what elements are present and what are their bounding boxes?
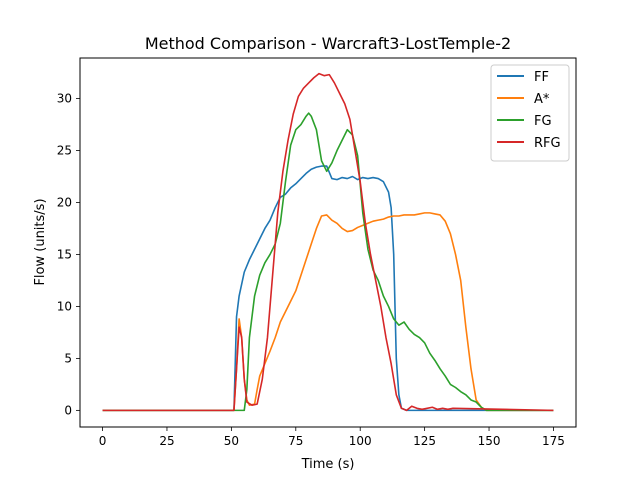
series-line-a-	[102, 212, 554, 412]
legend-label-fg: FG	[534, 114, 552, 129]
legend-box	[490, 64, 570, 162]
x-tick-label: 50	[224, 434, 239, 448]
x-axis-ticks: 0 25 50 75 100 125 150 175	[99, 427, 565, 448]
y-tick-label: 10	[57, 299, 72, 313]
x-axis-label: Time (s)	[301, 457, 355, 472]
plot-lines	[102, 72, 554, 412]
legend-label-rfg: RFG	[534, 136, 561, 151]
y-tick-label: 30	[57, 92, 72, 106]
legend-label-ff: FF	[534, 70, 549, 85]
legend-label-a-: A*	[534, 92, 550, 107]
x-tick-label: 150	[478, 434, 501, 448]
y-tick-label: 0	[64, 403, 72, 417]
series-line-rfg	[102, 72, 554, 412]
x-tick-label: 175	[542, 434, 565, 448]
y-tick-label: 25	[57, 144, 72, 158]
chart-title: Method Comparison - Warcraft3-LostTemple…	[145, 34, 511, 53]
y-axis-ticks: 0 5 10 15 20 25 30	[57, 92, 80, 417]
x-tick-label: 75	[288, 434, 303, 448]
x-tick-label: 0	[99, 434, 107, 448]
legend: FF A* FG RFG	[490, 64, 570, 162]
x-tick-label: 100	[349, 434, 372, 448]
y-tick-label: 5	[64, 351, 72, 365]
x-tick-label: 125	[413, 434, 436, 448]
y-tick-label: 15	[57, 247, 72, 261]
series-line-fg	[102, 112, 554, 412]
y-tick-label: 20	[57, 195, 72, 209]
axes-frame	[79, 57, 577, 428]
x-tick-label: 25	[159, 434, 174, 448]
series-line-ff	[102, 165, 554, 412]
y-axis-label: Flow (units/s)	[33, 198, 48, 285]
